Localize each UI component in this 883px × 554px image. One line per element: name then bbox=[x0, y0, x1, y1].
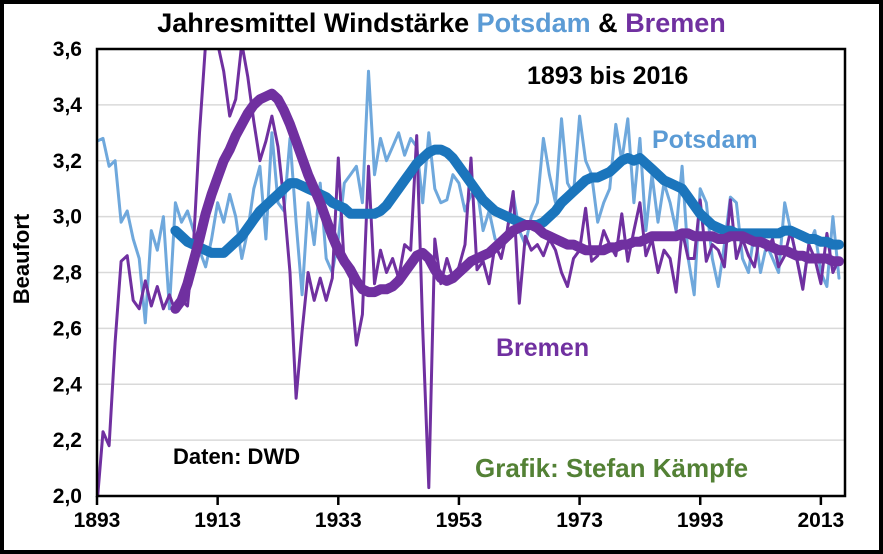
credit-label: Grafik: Stefan Kämpfe bbox=[475, 453, 749, 483]
x-tick-label: 1933 bbox=[315, 509, 362, 532]
y-tick-label: 2,4 bbox=[53, 373, 83, 396]
x-tick-label: 1893 bbox=[74, 509, 121, 532]
y-tick-label: 3,0 bbox=[53, 206, 82, 229]
y-tick-label: 2,0 bbox=[53, 485, 82, 508]
title-potsdam: Potsdam bbox=[476, 8, 591, 38]
x-tick-label: 1913 bbox=[194, 509, 241, 532]
plot-border bbox=[95, 47, 847, 498]
y-tick-label: 2,2 bbox=[53, 429, 82, 452]
period-annotation: 1893 bis 2016 bbox=[527, 62, 689, 90]
x-tick-label: 1993 bbox=[677, 509, 724, 532]
y-tick-label: 3,6 bbox=[53, 38, 82, 61]
x-tick-label: 1973 bbox=[556, 509, 603, 532]
y-tick-label: 3,4 bbox=[53, 94, 83, 117]
y-tick-label: 2,6 bbox=[53, 317, 82, 340]
potsdam-smoothed-line bbox=[170, 144, 844, 258]
x-tick-label: 1953 bbox=[436, 509, 483, 532]
title-bremen: Bremen bbox=[625, 8, 726, 38]
y-tick-label: 2,8 bbox=[53, 262, 83, 285]
title-text: Jahresmittel Windstärke bbox=[157, 8, 477, 38]
x-tick-label: 2013 bbox=[798, 509, 845, 532]
title-ampersand: & bbox=[590, 8, 626, 38]
bremen-annual-line bbox=[97, 49, 841, 496]
data-source-label: Daten: DWD bbox=[173, 444, 301, 469]
bremen-series-label: Bremen bbox=[496, 334, 590, 362]
y-axis-title: Beaufort bbox=[9, 213, 34, 305]
bremen-smoothed-line bbox=[170, 88, 844, 314]
chart-title: Jahresmittel Windstärke Potsdam & Bremen bbox=[0, 8, 883, 39]
y-tick-label: 3,2 bbox=[53, 150, 82, 173]
potsdam-series-label: Potsdam bbox=[652, 126, 758, 154]
